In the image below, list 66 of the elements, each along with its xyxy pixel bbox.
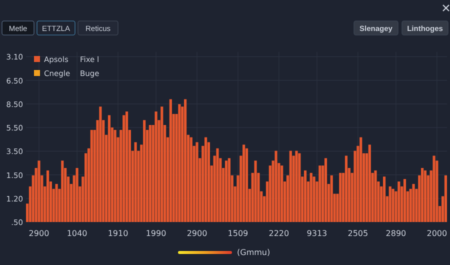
bar bbox=[424, 170, 427, 222]
bar bbox=[318, 166, 322, 222]
x-tick-label: 1040 bbox=[66, 229, 88, 238]
bar bbox=[196, 142, 198, 222]
bar bbox=[388, 186, 392, 222]
bar bbox=[134, 142, 137, 222]
bar bbox=[228, 158, 230, 222]
bar bbox=[403, 179, 406, 222]
bar bbox=[46, 170, 50, 222]
bar bbox=[368, 144, 371, 222]
bar bbox=[61, 160, 64, 222]
x-tick-label: 2505 bbox=[348, 229, 368, 238]
bar bbox=[114, 130, 116, 222]
bar bbox=[55, 184, 58, 222]
bar bbox=[154, 112, 158, 222]
bar bbox=[330, 175, 333, 222]
bar bbox=[295, 150, 298, 222]
x-axis-title: (Gmmu) bbox=[237, 248, 270, 257]
bar bbox=[421, 168, 424, 222]
bar bbox=[169, 99, 172, 222]
bar bbox=[289, 150, 292, 222]
bar bbox=[204, 137, 208, 222]
bar bbox=[38, 160, 40, 222]
bar bbox=[148, 125, 152, 222]
bar bbox=[108, 115, 111, 222]
bar bbox=[310, 172, 312, 222]
bar bbox=[444, 175, 447, 222]
bar bbox=[190, 137, 192, 222]
bar bbox=[412, 184, 415, 222]
bar bbox=[374, 170, 377, 222]
bar bbox=[160, 106, 164, 222]
bar bbox=[274, 150, 278, 222]
bar bbox=[99, 106, 102, 222]
bar bbox=[245, 148, 248, 222]
bar bbox=[382, 176, 386, 222]
bar bbox=[392, 188, 394, 222]
bar bbox=[125, 112, 128, 222]
bar bbox=[280, 166, 284, 222]
x-tick-label: 2000 bbox=[426, 229, 448, 238]
bar bbox=[432, 156, 436, 222]
x-tick-label: 9313 bbox=[306, 229, 328, 238]
bar bbox=[344, 156, 348, 222]
x-tick-label: 2900 bbox=[28, 229, 50, 238]
x-tick-label: 1990 bbox=[146, 229, 166, 238]
bar bbox=[90, 130, 93, 222]
bar bbox=[178, 104, 181, 222]
bar bbox=[254, 160, 257, 222]
x-tick-label: 2220 bbox=[268, 229, 290, 238]
x-tick-label: 1509 bbox=[228, 229, 248, 238]
bar bbox=[122, 115, 126, 222]
bar bbox=[339, 172, 342, 222]
bar bbox=[184, 99, 187, 222]
x-tick-label: 2900 bbox=[186, 229, 208, 238]
bar bbox=[298, 153, 301, 222]
bar bbox=[242, 144, 246, 222]
bar bbox=[312, 176, 316, 222]
bar bbox=[216, 148, 219, 222]
x-tick-label: 2890 bbox=[386, 229, 406, 238]
bar bbox=[76, 168, 78, 222]
bar bbox=[224, 160, 228, 222]
bar bbox=[398, 181, 400, 222]
bar bbox=[304, 170, 307, 222]
x-tick-label: 1910 bbox=[108, 229, 128, 238]
bar bbox=[143, 120, 146, 222]
bar bbox=[324, 158, 328, 222]
bar bbox=[360, 137, 362, 222]
